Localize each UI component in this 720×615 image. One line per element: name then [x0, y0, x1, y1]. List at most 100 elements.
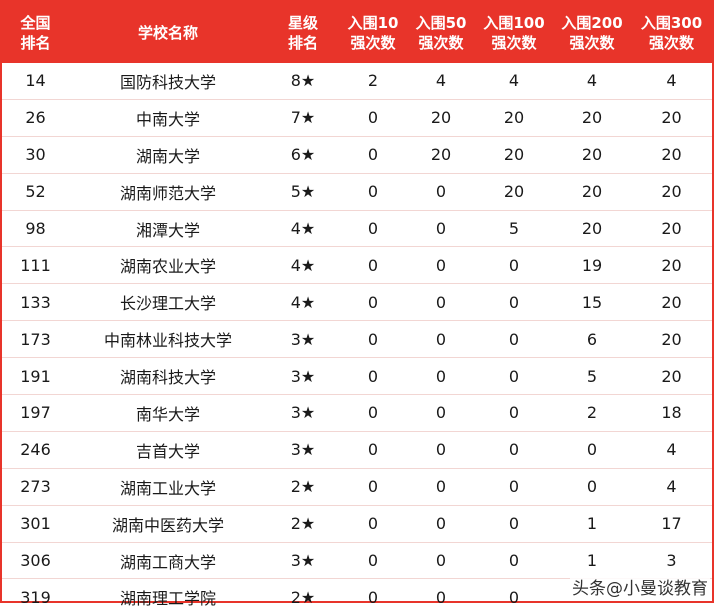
- header-line: 强次数: [569, 33, 615, 52]
- cell-star: 5★: [267, 173, 339, 211]
- cell-rank: 52: [2, 173, 69, 211]
- header-national-rank: 全国 排名: [2, 2, 69, 63]
- cell-top200: 4: [553, 63, 631, 100]
- cell-top200: 0: [553, 431, 631, 469]
- cell-top10: 0: [339, 431, 407, 469]
- cell-rank: 301: [2, 505, 69, 543]
- header-line: 入围100: [483, 13, 545, 32]
- cell-star: 3★: [267, 542, 339, 580]
- cell-top50: 4: [407, 63, 475, 100]
- cell-star: 3★: [267, 394, 339, 432]
- cell-school-name: 湖南农业大学: [69, 246, 267, 285]
- cell-top10: 0: [339, 394, 407, 432]
- cell-top100: 0: [475, 320, 553, 359]
- cell-top10: 0: [339, 542, 407, 580]
- header-line: 学校名称: [137, 23, 198, 42]
- cell-top200: 5: [553, 357, 631, 396]
- cell-top100: 0: [508, 587, 520, 607]
- cell-top10: 0: [339, 136, 407, 174]
- cell-top100: 0: [475, 357, 553, 396]
- table-row: 273 湖南工业大学 2★ 0 0 0 0 4: [2, 468, 712, 506]
- cell-top50: 0: [407, 173, 475, 211]
- cell-rank: 191: [2, 357, 69, 396]
- header-line: 入围10: [347, 13, 399, 32]
- cell-top300: 20: [631, 283, 712, 322]
- cell-top50: 0: [407, 357, 475, 396]
- table-row: 319 湖南理工学院 2★ 0 0 0: [2, 579, 712, 615]
- cell-top300: 3: [631, 542, 712, 580]
- cell-school-name: 湖南大学: [69, 136, 267, 174]
- cell-top10: 0: [339, 210, 407, 248]
- table-row: 246 吉首大学 3★ 0 0 0 0 4: [2, 431, 712, 469]
- header-top100: 入围100 强次数: [475, 2, 553, 63]
- cell-school-name: 国防科技大学: [69, 63, 267, 100]
- cell-top10: 0: [339, 99, 407, 137]
- cell-top10: 0: [367, 587, 379, 607]
- cell-rank: 14: [2, 63, 69, 100]
- cell-rank: 319: [20, 587, 51, 607]
- header-line: 全国: [20, 13, 51, 32]
- cell-top50: 0: [407, 394, 475, 432]
- cell-rank: 306: [2, 542, 69, 580]
- cell-top10: 0: [339, 173, 407, 211]
- cell-star: 3★: [267, 431, 339, 469]
- cell-star: 6★: [267, 136, 339, 174]
- header-line: 排名: [20, 33, 51, 52]
- table-row: 52 湖南师范大学 5★ 0 0 20 20 20: [2, 173, 712, 211]
- cell-top200: 6: [553, 320, 631, 359]
- header-top300: 入围300 强次数: [631, 2, 712, 63]
- cell-top200: 0: [553, 468, 631, 506]
- cell-rank: 98: [2, 210, 69, 248]
- table-row: 173 中南林业科技大学 3★ 0 0 0 6 20: [2, 320, 712, 359]
- header-line: 入围200: [561, 13, 623, 32]
- cell-top50: 0: [407, 283, 475, 322]
- cell-top100: 20: [475, 99, 553, 137]
- header-row: 全国 排名 学校名称 星级 排名 入围10 强次数 入围50 强次数 入围100 强次数 …: [2, 2, 712, 63]
- cell-top200: 20: [553, 136, 631, 174]
- table-row: 14 国防科技大学 8★ 2 4 4 4 4: [2, 63, 712, 100]
- cell-school-name: 湖南中医药大学: [69, 505, 267, 543]
- table-row: 306 湖南工商大学 3★ 0 0 0 1 3: [2, 542, 712, 580]
- cell-star: 2★: [267, 505, 339, 543]
- header-top50: 入围50 强次数: [407, 2, 475, 63]
- cell-star: 3★: [267, 320, 339, 359]
- table-row: 191 湖南科技大学 3★ 0 0 0 5 20: [2, 357, 712, 396]
- cell-top100: 0: [475, 431, 553, 469]
- header-top200: 入围200 强次数: [553, 2, 631, 63]
- table-row: 301 湖南中医药大学 2★ 0 0 0 1 17: [2, 505, 712, 543]
- header-line: 入围50: [415, 13, 467, 32]
- header-line: 强次数: [350, 33, 396, 52]
- cell-top100: 20: [475, 173, 553, 211]
- cell-school-name: 中南大学: [69, 99, 267, 137]
- cell-top10: 0: [339, 283, 407, 322]
- table-row: 26 中南大学 7★ 0 20 20 20 20: [2, 99, 712, 137]
- cell-rank: 26: [2, 99, 69, 137]
- cell-top200: 20: [553, 173, 631, 211]
- header-top10: 入围10 强次数: [339, 2, 407, 63]
- cell-top300: 18: [631, 394, 712, 432]
- cell-top300: 20: [631, 246, 712, 285]
- cell-rank: 30: [2, 136, 69, 174]
- table-row: 98 湘潭大学 4★ 0 0 5 20 20: [2, 210, 712, 248]
- cell-school-name: 湖南理工学院: [119, 589, 216, 609]
- cell-star: 4★: [267, 246, 339, 285]
- cell-top300: 4: [631, 431, 712, 469]
- cell-star: 4★: [267, 210, 339, 248]
- cell-school-name: 湘潭大学: [69, 210, 267, 248]
- header-line: 星级: [287, 13, 318, 32]
- table-row: 111 湖南农业大学 4★ 0 0 0 19 20: [2, 246, 712, 285]
- cell-star: 3★: [267, 357, 339, 396]
- cell-top100: 0: [475, 505, 553, 543]
- cell-top50: 0: [407, 542, 475, 580]
- cell-top300: 20: [631, 99, 712, 137]
- cell-school-name: 中南林业科技大学: [69, 320, 267, 359]
- table-row: 30 湖南大学 6★ 0 20 20 20 20: [2, 136, 712, 174]
- cell-top50: 0: [407, 468, 475, 506]
- cell-rank: 133: [2, 283, 69, 322]
- cell-rank: 246: [2, 431, 69, 469]
- cell-top100: 4: [475, 63, 553, 100]
- cell-school-name: 湖南工业大学: [69, 468, 267, 506]
- cell-top100: 5: [475, 210, 553, 248]
